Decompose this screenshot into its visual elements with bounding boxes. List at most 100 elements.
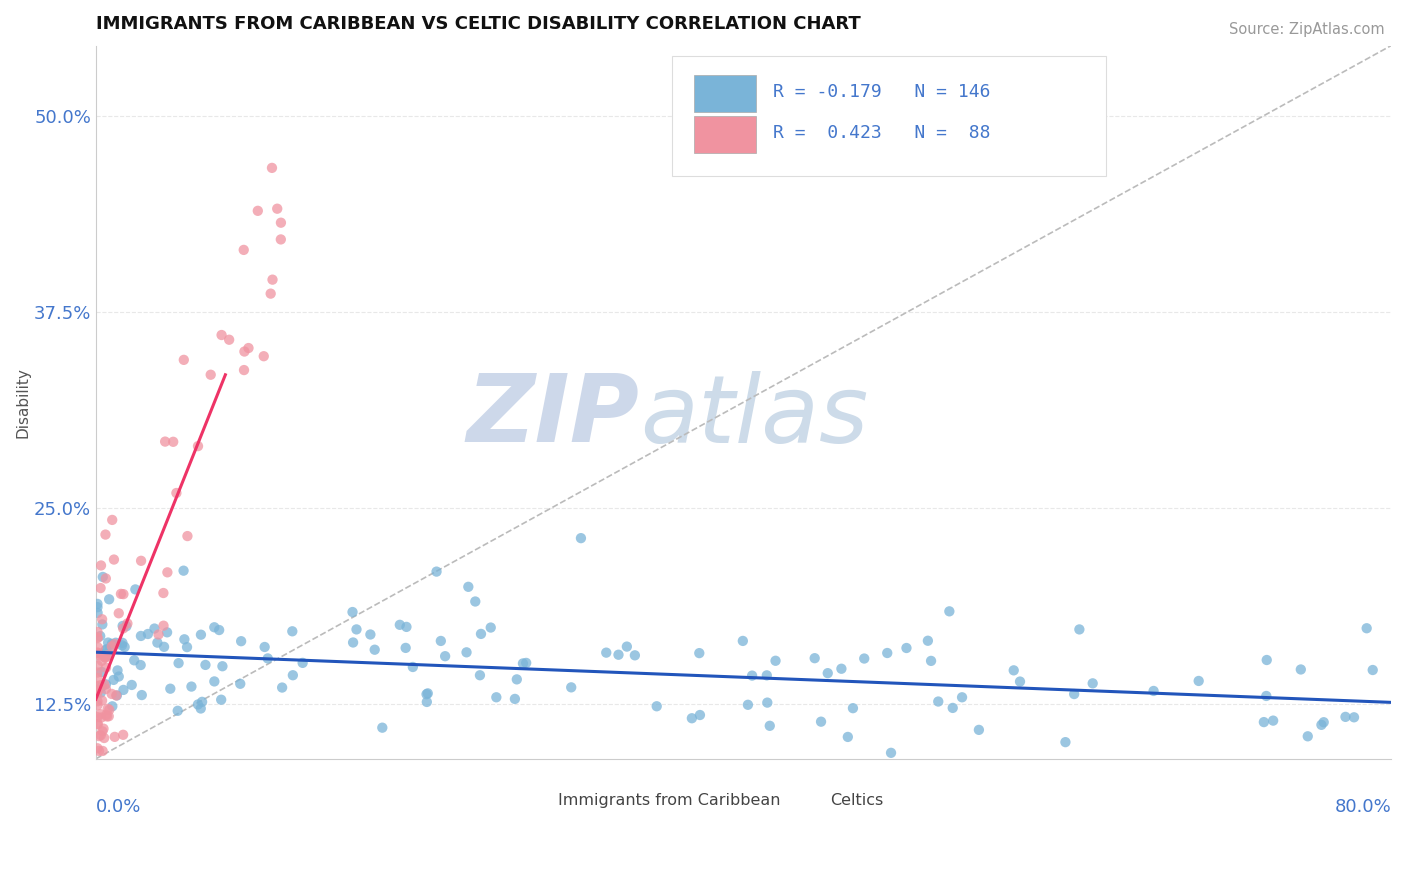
Text: Celtics: Celtics xyxy=(830,793,883,807)
Point xyxy=(1008,674,1031,689)
Point xyxy=(100,687,122,701)
Point xyxy=(94,677,117,691)
Point xyxy=(148,627,170,641)
Point xyxy=(173,352,195,367)
Point xyxy=(94,661,117,675)
Point xyxy=(624,648,647,663)
Point xyxy=(938,604,960,618)
Point xyxy=(917,633,939,648)
Point xyxy=(359,627,381,641)
Y-axis label: Disability: Disability xyxy=(15,367,30,438)
Point xyxy=(173,564,195,578)
FancyBboxPatch shape xyxy=(672,56,1107,176)
Point xyxy=(645,699,668,714)
Point xyxy=(765,654,787,668)
Point xyxy=(616,640,638,654)
Point xyxy=(876,646,898,660)
Text: R = -0.179   N = 146: R = -0.179 N = 146 xyxy=(773,83,991,101)
Point xyxy=(94,527,117,541)
Point xyxy=(758,719,780,733)
Point xyxy=(111,639,134,653)
Point xyxy=(112,621,135,635)
Point xyxy=(90,665,112,679)
Point xyxy=(190,701,212,715)
Point xyxy=(86,683,108,698)
Point xyxy=(430,634,453,648)
Point xyxy=(1069,623,1091,637)
Point xyxy=(112,682,135,697)
Text: R =  0.423   N =  88: R = 0.423 N = 88 xyxy=(773,124,991,142)
Point xyxy=(470,627,492,641)
Point xyxy=(388,617,411,632)
FancyBboxPatch shape xyxy=(695,75,756,112)
Point xyxy=(86,632,108,646)
Point xyxy=(129,629,152,643)
Point xyxy=(262,273,284,287)
Point xyxy=(121,678,143,692)
Point xyxy=(91,693,114,707)
Point xyxy=(1063,687,1085,701)
Point xyxy=(253,640,276,654)
Point xyxy=(86,671,108,685)
Point xyxy=(124,582,146,597)
FancyBboxPatch shape xyxy=(517,789,550,812)
Point xyxy=(152,618,174,632)
Point xyxy=(86,716,108,731)
Point xyxy=(211,328,233,343)
Point xyxy=(89,648,111,663)
Point xyxy=(194,657,217,672)
Point xyxy=(434,649,457,664)
Point xyxy=(506,673,529,687)
Point xyxy=(89,629,111,643)
Point xyxy=(93,722,115,736)
Point xyxy=(1289,663,1312,677)
Point xyxy=(104,730,127,744)
Point xyxy=(1355,621,1378,635)
Point xyxy=(927,694,949,708)
Point xyxy=(425,565,447,579)
Point xyxy=(232,243,254,257)
Point xyxy=(93,731,115,745)
Point xyxy=(1256,653,1278,667)
Point xyxy=(200,368,222,382)
Point xyxy=(503,692,526,706)
Point xyxy=(115,619,138,633)
Point xyxy=(143,622,166,636)
Point xyxy=(595,646,617,660)
Point xyxy=(1361,663,1384,677)
Point xyxy=(512,657,534,671)
Point xyxy=(416,686,439,700)
Point xyxy=(111,619,134,633)
Point xyxy=(607,648,630,662)
Point xyxy=(89,707,111,722)
Point xyxy=(94,650,117,665)
Point xyxy=(104,637,127,651)
Point xyxy=(146,635,169,649)
Point xyxy=(86,665,108,680)
Point xyxy=(94,571,117,585)
Point xyxy=(202,620,225,634)
Point xyxy=(176,529,198,543)
Point xyxy=(1142,684,1164,698)
FancyBboxPatch shape xyxy=(789,789,823,812)
Point xyxy=(96,709,118,723)
Point xyxy=(94,681,117,696)
Point xyxy=(98,643,121,657)
Point xyxy=(87,729,110,743)
Point xyxy=(153,434,176,449)
Point xyxy=(756,696,779,710)
Point xyxy=(105,689,128,703)
Text: 80.0%: 80.0% xyxy=(1334,798,1391,816)
Point xyxy=(842,701,865,715)
Point xyxy=(98,592,121,607)
Point xyxy=(371,721,394,735)
Point xyxy=(86,710,108,724)
Point xyxy=(90,680,112,694)
Point xyxy=(107,669,129,683)
Point xyxy=(342,635,364,649)
Point xyxy=(741,668,763,682)
Point xyxy=(817,666,839,681)
Point xyxy=(880,746,903,760)
Point xyxy=(173,632,195,647)
Point xyxy=(1054,735,1077,749)
